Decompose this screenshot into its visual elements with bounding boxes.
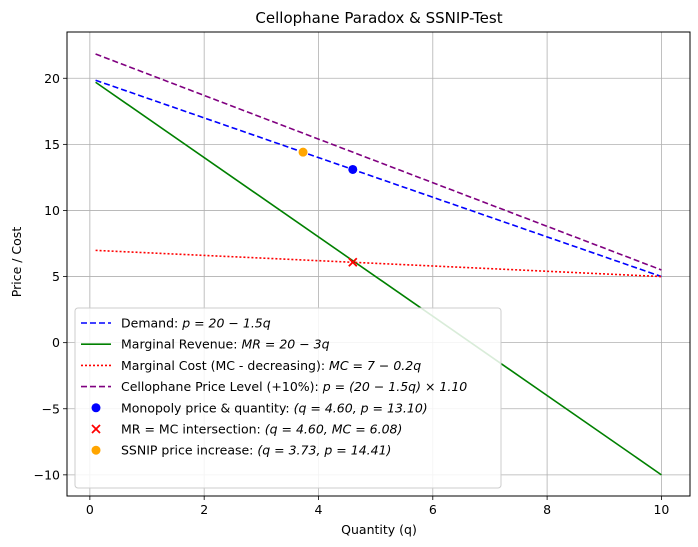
x-tick-label: 4 (315, 502, 323, 517)
legend-label-6: MR = MC intersection: (q = 4.60, MC = 6.… (121, 422, 402, 437)
legend-handle-5 (91, 403, 101, 413)
legend-handle-6-stroke (91, 424, 101, 434)
series-line-2 (95, 81, 662, 476)
legend-label-7: SSNIP price increase: (q = 3.73, p = 14.… (121, 443, 391, 458)
legend-handle-6 (91, 424, 101, 434)
x-tick-label: 8 (543, 502, 551, 517)
legend-label-5: Monopoly price & quantity: (q = 4.60, p … (121, 400, 428, 415)
y-tick-label: 20 (44, 71, 60, 86)
point-marker-3 (298, 147, 308, 157)
y-tick-label: 5 (52, 269, 60, 284)
legend-label-1: Demand: p = 20 − 1.5q (121, 316, 271, 331)
x-axis-label: Quantity (q) (341, 522, 417, 537)
point-marker-2 (348, 257, 358, 267)
point-marker-1 (348, 164, 358, 174)
chart-title: Cellophane Paradox & SSNIP-Test (255, 9, 502, 27)
series-line-3 (95, 249, 662, 278)
y-tick-label: 10 (44, 203, 60, 218)
x-tick-label: 10 (653, 502, 669, 517)
x-tick-label: 2 (200, 502, 208, 517)
legend-label-3: Marginal Cost (MC - decreasing): MC = 7 … (121, 358, 421, 373)
y-tick-label: 15 (44, 137, 60, 152)
legend-label-4: Cellophane Price Level (+10%): p = (20 −… (121, 379, 467, 394)
series-line-1 (95, 79, 662, 278)
legend-handle-7 (91, 445, 101, 455)
x-tick-label: 0 (86, 502, 94, 517)
y-axis-label: Price / Cost (9, 227, 24, 298)
y-tick-label: −5 (42, 401, 60, 416)
legend-box (74, 307, 502, 489)
x-tick-label: 6 (429, 502, 437, 517)
point-marker-2-stroke (348, 257, 358, 267)
legend: Demand: p = 20 − 1.5q Marginal Revenue: M… (74, 307, 502, 489)
y-tick-label: −10 (34, 467, 60, 482)
legend-label-2: Marginal Revenue: MR = 20 − 3q (121, 337, 330, 352)
y-tick-label: 0 (52, 335, 60, 350)
axes-frame (66, 31, 691, 497)
series-line-4 (95, 53, 662, 271)
